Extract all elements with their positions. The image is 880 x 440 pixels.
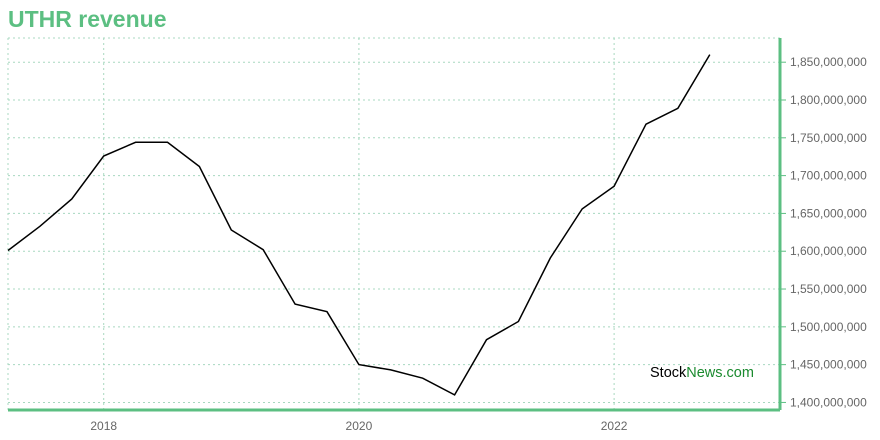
y-tick-label: 1,850,000,000 (790, 55, 867, 69)
revenue-series-line (7, 54, 711, 396)
y-axis-ticks: 1,400,000,000 1,450,000,000 1,500,000,000 1… (780, 55, 867, 409)
x-tick-label: 2020 (346, 419, 373, 433)
grid (7, 37, 780, 410)
watermark: StockNews.com (650, 365, 754, 381)
y-tick-label: 1,500,000,000 (790, 320, 867, 334)
watermark-news: News.com (686, 365, 754, 381)
x-tick-label: 2022 (601, 419, 628, 433)
y-tick-label: 1,700,000,000 (790, 169, 867, 183)
y-tick-label: 1,400,000,000 (790, 395, 867, 409)
y-tick-label: 1,600,000,000 (790, 244, 867, 258)
y-tick-label: 1,750,000,000 (790, 131, 867, 145)
y-tick-label: 1,550,000,000 (790, 282, 867, 296)
watermark-stock: Stock (650, 365, 687, 381)
x-axis-ticks: 2018 2020 2022 (90, 419, 627, 433)
x-tick-label: 2018 (90, 419, 117, 433)
y-tick-label: 1,800,000,000 (790, 93, 867, 107)
y-tick-label: 1,450,000,000 (790, 358, 867, 372)
chart-title: UTHR revenue (8, 6, 167, 32)
y-tick-label: 1,650,000,000 (790, 206, 867, 220)
